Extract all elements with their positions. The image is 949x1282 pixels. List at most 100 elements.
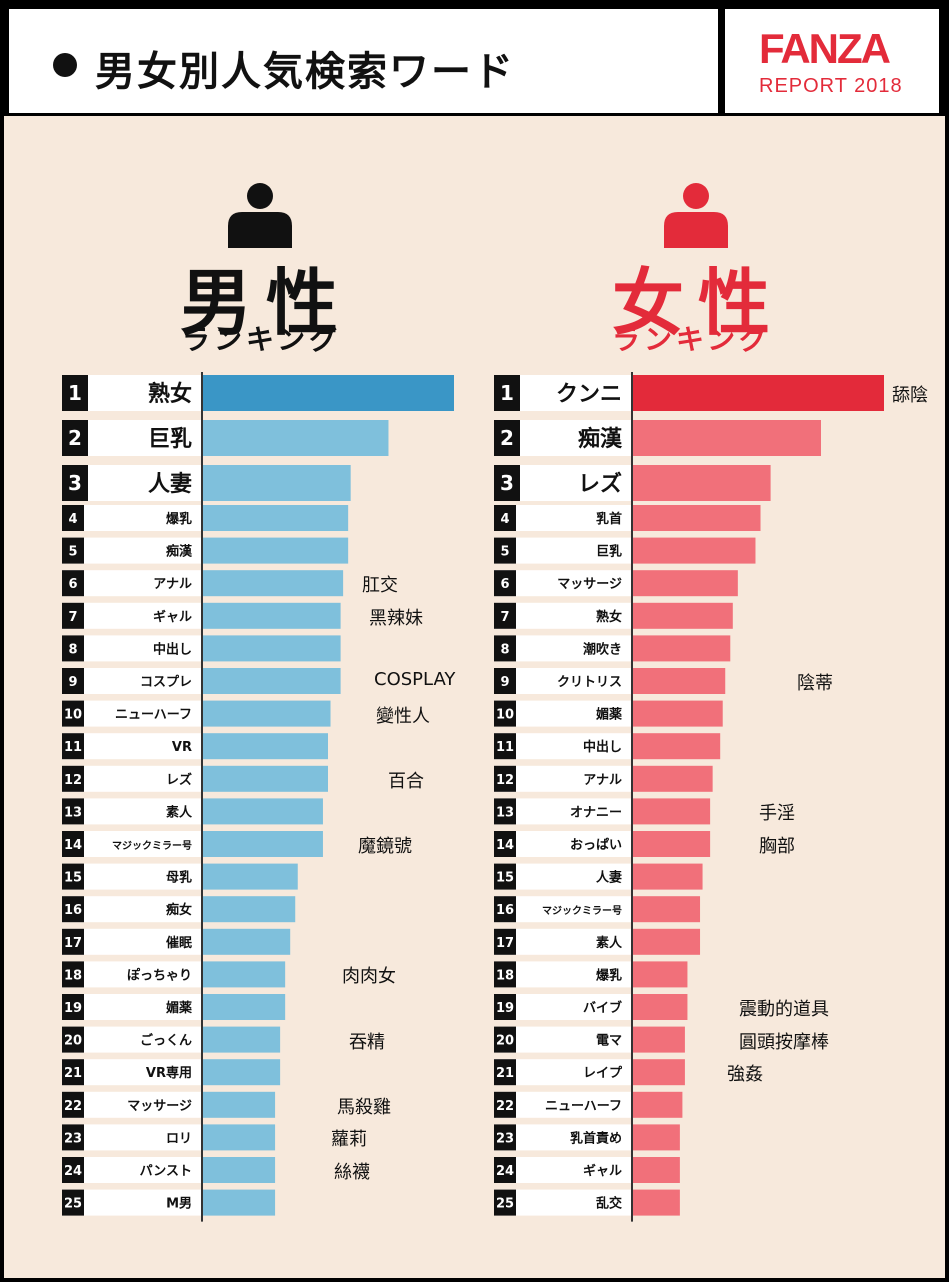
- male-rank-label: 3: [68, 471, 82, 495]
- female-label-box: [494, 1026, 632, 1053]
- female-category-label: アナル: [583, 773, 622, 788]
- female-rank-box: [494, 1026, 516, 1053]
- male-category-label: マッサージ: [127, 1099, 192, 1114]
- male-bar: [202, 1091, 276, 1118]
- male-category-label: 中出し: [153, 641, 192, 657]
- female-category-label: 媚薬: [596, 707, 623, 723]
- female-bar: [632, 765, 713, 792]
- male-category-label: ギャル: [153, 609, 192, 625]
- female-rank-label: 20: [496, 1034, 514, 1049]
- female-row: 2 痴漢: [494, 420, 821, 456]
- female-label-box: [494, 1091, 632, 1118]
- male-rank-label: 25: [64, 1197, 82, 1212]
- male-annotation: 黑辣妹: [369, 607, 423, 629]
- female-label-box: [494, 668, 632, 694]
- male-category-label: 熟女: [148, 381, 192, 407]
- female-category-label: おっぱい: [570, 837, 622, 853]
- male-rank-label: 2: [68, 426, 82, 450]
- male-rank-label: 17: [64, 936, 82, 951]
- female-rank-box: [494, 505, 516, 531]
- female-rank-box: [494, 1091, 516, 1118]
- male-label-box: [62, 1157, 202, 1183]
- female-label-box: [494, 928, 632, 955]
- male-row: 2 巨乳: [62, 420, 389, 456]
- female-annotation: 陰蒂: [797, 673, 833, 694]
- female-annotation: 手淫: [759, 803, 795, 825]
- title-box: 男女別人気検索ワード: [9, 9, 718, 113]
- male-label-box: [62, 961, 202, 988]
- male-row: 11 VR: [62, 733, 328, 760]
- female-rank-box: [494, 896, 516, 923]
- female-label-box: [494, 733, 632, 760]
- female-category-label: 熟女: [596, 609, 622, 625]
- female-bar: [632, 831, 711, 857]
- female-rank-label: 23: [496, 1131, 514, 1146]
- male-category-label: コスプレ: [140, 675, 192, 690]
- female-annotation: 強姦: [727, 1064, 763, 1086]
- male-rank-label: 24: [64, 1164, 82, 1179]
- male-category-label: 巨乳: [148, 426, 192, 452]
- female-rank-label: 15: [496, 871, 514, 886]
- female-bar: [632, 863, 703, 890]
- female-category-label: ギャル: [583, 1163, 622, 1179]
- female-row: 12 アナル: [494, 765, 713, 792]
- male-rank-box: [62, 570, 84, 597]
- female-category-label: 潮吹き: [583, 641, 622, 657]
- female-bar: [632, 700, 723, 727]
- male-label-box: [62, 928, 202, 955]
- female-label-box: [494, 765, 632, 792]
- female-rank-label: 24: [496, 1164, 514, 1179]
- male-row: 19 媚薬: [62, 994, 286, 1020]
- female-category-label: 乱交: [596, 1196, 622, 1212]
- male-row: 12 レズ: [62, 765, 328, 792]
- female-category-label: マジックミラー号: [542, 905, 622, 917]
- male-rank-label: 7: [68, 610, 77, 625]
- male-row: 13 素人: [62, 798, 323, 825]
- male-label-box: [62, 733, 202, 760]
- male-bar: [202, 602, 341, 629]
- female-row: 3 レズ: [494, 465, 771, 501]
- male-bar: [202, 765, 328, 792]
- male-row: 17 催眠: [62, 928, 291, 955]
- male-label-box: [62, 1059, 202, 1086]
- male-label-box: [62, 700, 202, 727]
- male-annotation: COSPLAY: [374, 669, 456, 690]
- male-bar: [202, 928, 291, 955]
- female-category-label: オナニー: [570, 805, 622, 820]
- male-rank-label: 12: [64, 773, 82, 788]
- female-rank-box: [494, 602, 516, 629]
- ranking-charts: 1 熟女 2 巨乳 3 人妻 4 爆乳 5 痴漢 6 アナル 7 ギャル 8 中出し 9 コスプレ 10 ニューハーフ…: [62, 372, 884, 1222]
- male-category-label: 媚薬: [166, 1000, 193, 1016]
- female-bar: [632, 602, 733, 629]
- female-annotation: 圓頭按摩棒: [739, 1031, 829, 1053]
- male-label-box: [62, 863, 202, 890]
- male-rank-label: 21: [64, 1066, 82, 1081]
- female-category-label: レズ: [578, 471, 622, 497]
- female-rank-label: 21: [496, 1066, 514, 1081]
- female-row: 8 潮吹き: [494, 635, 731, 662]
- male-row: 24 パンスト: [62, 1157, 276, 1183]
- male-label-box: [62, 994, 202, 1020]
- male-category-label: マジックミラー号: [112, 840, 192, 852]
- female-label-box: [494, 537, 632, 564]
- female-rank-label: 1: [500, 381, 514, 405]
- female-category-label: 巨乳: [596, 544, 622, 560]
- male-category-label: VR: [172, 740, 192, 755]
- female-bar: [632, 668, 726, 694]
- male-bar: [202, 700, 331, 727]
- male-category-label: ぽっちゃり: [127, 967, 192, 983]
- male-bar: [202, 994, 286, 1020]
- male-row: 23 ロリ: [62, 1124, 276, 1151]
- male-rank-label: 20: [64, 1034, 82, 1049]
- male-category-label: ごっくん: [140, 1033, 192, 1049]
- female-label-box: [494, 700, 632, 727]
- male-row: 25 M男: [62, 1189, 276, 1216]
- female-rank-box: [494, 668, 516, 694]
- male-rank-box: [62, 1189, 84, 1216]
- male-rank-box: [62, 668, 84, 694]
- male-category-label: 爆乳: [166, 511, 192, 527]
- female-row: 17 素人: [494, 928, 701, 955]
- male-annotation: 絲襪: [334, 1162, 370, 1183]
- female-row: 9 クリトリス: [494, 668, 726, 694]
- female-rank-box: [494, 1124, 516, 1151]
